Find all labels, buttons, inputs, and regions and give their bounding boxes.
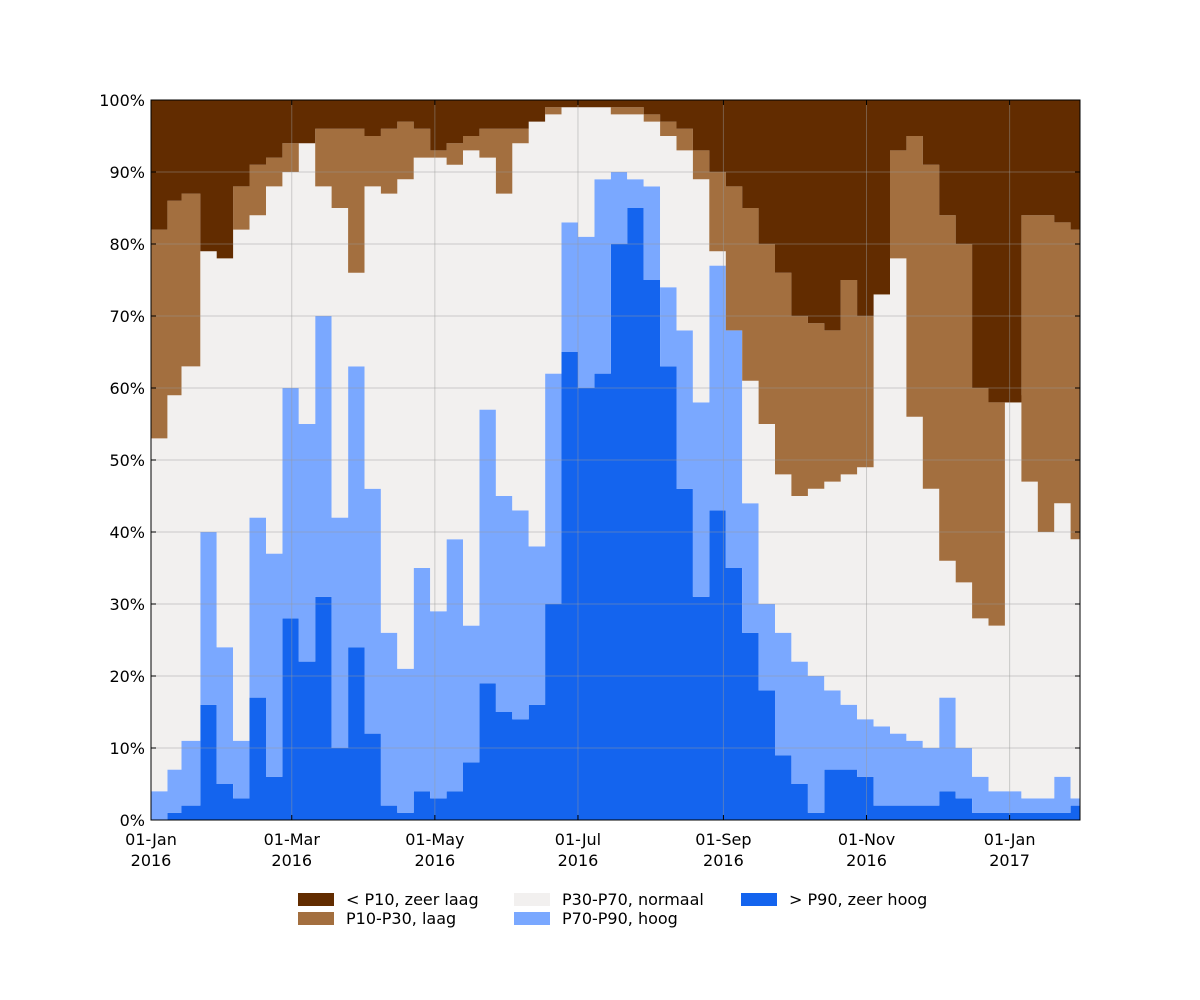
y-tick-label: 100% <box>99 91 145 110</box>
x-tick-year-label: 2016 <box>271 851 312 870</box>
y-tick-label: 70% <box>109 307 145 326</box>
band-hoog <box>151 172 1080 820</box>
y-tick-label: 60% <box>109 379 145 398</box>
y-tick-label: 20% <box>109 667 145 686</box>
x-tick-year-label: 2017 <box>989 851 1030 870</box>
x-axis: 01-Jan 2016 01-Mar 2016 01-May 2016 01-Jul 2016… <box>125 100 1035 870</box>
legend-swatch-normaal <box>514 892 550 906</box>
legend-label-normaal: P30-P70, normaal <box>562 889 704 909</box>
y-tick-label: 90% <box>109 163 145 182</box>
band-zeer-hoog <box>151 208 1080 820</box>
y-tick-label: 40% <box>109 523 145 542</box>
x-tick-year-label: 2016 <box>415 851 456 870</box>
x-tick-label: 01-May <box>405 830 464 849</box>
y-tick-label: 50% <box>109 451 145 470</box>
x-tick-label: 01-Jan <box>125 830 177 849</box>
legend: < P10, zeer laag P10-P30, laag P30-P70, … <box>298 890 958 930</box>
legend-item-zeer-hoog: > P90, zeer hoog <box>741 889 928 909</box>
y-tick-label: 30% <box>109 595 145 614</box>
legend-item-zeer-laag: < P10, zeer laag <box>298 889 479 909</box>
x-tick-label: 01-Jul <box>555 830 601 849</box>
x-tick-label: 01-Mar <box>264 830 321 849</box>
legend-item-hoog: P70-P90, hoog <box>514 908 678 928</box>
y-tick-label: 80% <box>109 235 145 254</box>
area-bands <box>151 100 1080 820</box>
legend-swatch-hoog <box>514 911 550 925</box>
y-tick-label: 10% <box>109 739 145 758</box>
y-axis: 0% 10% 20% 30% 40% 50% 60% 70% 80% 90% 100% <box>99 91 1080 830</box>
x-tick-year-label: 2016 <box>703 851 744 870</box>
x-tick-label: 01-Sep <box>695 830 751 849</box>
legend-item-laag: P10-P30, laag <box>298 908 457 928</box>
legend-label-laag: P10-P30, laag <box>346 908 457 928</box>
x-tick-year-label: 2016 <box>558 851 599 870</box>
x-tick-label: 01-Nov <box>838 830 895 849</box>
legend-item-normaal: P30-P70, normaal <box>514 889 704 909</box>
legend-label-zeer-hoog: > P90, zeer hoog <box>789 889 928 909</box>
band-laag <box>151 107 1080 626</box>
legend-swatch-laag <box>298 911 334 925</box>
x-tick-label: 01-Jan <box>984 830 1036 849</box>
legend-swatch-zeer-hoog <box>741 892 777 906</box>
legend-label-hoog: P70-P90, hoog <box>562 908 678 928</box>
legend-swatch-zeer-laag <box>298 892 334 906</box>
band-normaal <box>151 107 1080 799</box>
legend-label-zeer-laag: < P10, zeer laag <box>346 889 479 909</box>
band-zeer-laag <box>151 100 1080 403</box>
y-tick-label: 0% <box>120 811 145 830</box>
x-tick-year-label: 2016 <box>131 851 172 870</box>
x-tick-year-label: 2016 <box>846 851 887 870</box>
